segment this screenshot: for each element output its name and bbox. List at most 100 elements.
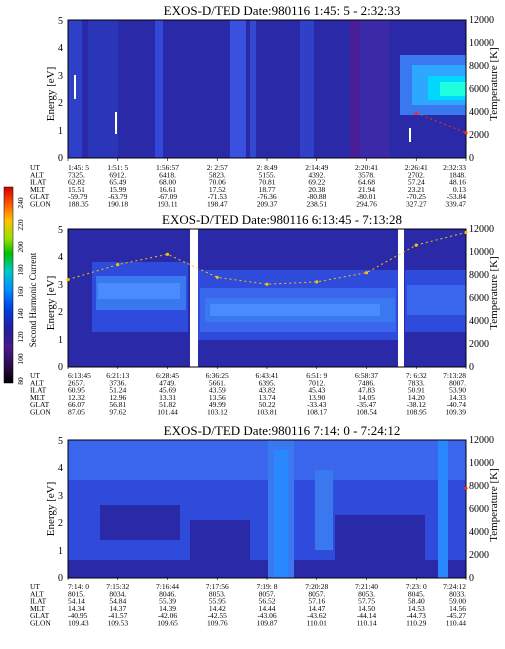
table-row-label: GLON (30, 200, 51, 209)
temperature-tick: 12000 (469, 224, 494, 235)
temperature-point (364, 271, 369, 275)
table-cell: -44.73 (407, 611, 427, 620)
table-cell: -71.53 (208, 192, 228, 201)
colorbar-tick: 220 (16, 219, 25, 231)
temperature-point (414, 243, 418, 247)
table-cell: 43.59 (209, 386, 226, 395)
table-cell: 3736. (109, 378, 126, 387)
table-cell: 8053. (358, 589, 375, 598)
temperature-tick: 6000 (469, 504, 489, 515)
temperature-tick: 4000 (469, 107, 489, 118)
table-cell: 1:45: 5 (68, 163, 89, 172)
temperature-tick: 0 (469, 362, 474, 373)
energy-tick: 0 (58, 573, 63, 584)
table-cell: 14.53 (408, 604, 425, 613)
panel-3-title: EXOS-D/TED Date:980116 7:14: 0 - 7:24:12 (164, 423, 401, 438)
table-cell: 7: 6:32 (406, 371, 427, 380)
energy-tick: 5 (58, 225, 63, 236)
table-cell: 5823. (209, 170, 226, 179)
table-cell: 56.81 (109, 400, 126, 409)
colorbar: 240 220 200 180 160 140 120 100 80 Secon… (3, 186, 38, 385)
colorbar-tick: 240 (16, 197, 25, 209)
table-cell: 43.82 (259, 386, 276, 395)
temperature-tick: 6000 (469, 84, 489, 95)
table-cell: -59.79 (68, 192, 88, 201)
panel-2-temperature-ticks: 0 2000 4000 6000 8000 10000 12000 (469, 224, 494, 373)
panel-1-energy-label: Energy [eV] (45, 67, 57, 121)
temperature-tick: 8000 (469, 270, 489, 281)
table-cell: 6:43:41 (256, 371, 279, 380)
table-cell: 109.39 (445, 408, 466, 417)
table-cell: 2: 8:49 (256, 163, 277, 172)
table-cell: 15.51 (68, 185, 85, 194)
table-cell: 55.39 (159, 597, 176, 606)
table-cell: 8053. (209, 589, 226, 598)
panel-1-energy-ticks: 0 1 2 3 4 5 (58, 16, 63, 164)
panel-1-title: EXOS-D/TED Date:980116 1:45: 5 - 2:32:33 (164, 3, 401, 18)
table-cell: 14.42 (209, 604, 226, 613)
table-cell: 108.95 (406, 408, 427, 417)
table-cell: 198.47 (207, 200, 228, 209)
table-cell: 14.33 (449, 393, 466, 402)
table-cell: 14.34 (68, 604, 85, 613)
table-cell: 5661. (209, 378, 226, 387)
table-cell: 109.43 (68, 619, 89, 628)
table-cell: 7:14: 0 (68, 582, 89, 591)
table-cell: 7:15:32 (106, 582, 129, 591)
colorbar-tick: 100 (16, 353, 25, 365)
table-cell: 2:26:41 (405, 163, 428, 172)
table-cell: 339.47 (445, 200, 466, 209)
table-cell: 6912. (109, 170, 126, 179)
table-cell: 0.13 (453, 185, 466, 194)
table-cell: 62.82 (68, 178, 85, 187)
panel-2-temperature-label: Temperature [K] (488, 256, 500, 329)
table-cell: 87.05 (68, 408, 85, 417)
table-cell: -67.09 (158, 192, 178, 201)
temperature-tick: 10000 (469, 247, 494, 258)
table-cell: 20.38 (308, 185, 325, 194)
temperature-tick: 10000 (469, 458, 494, 469)
table-row-label: ALT (30, 378, 44, 387)
table-cell: 16.61 (159, 185, 176, 194)
table-cell: -41.57 (108, 611, 128, 620)
energy-tick: 2 (58, 307, 63, 318)
table-cell: 14.37 (109, 604, 126, 613)
energy-tick: 0 (58, 153, 63, 164)
table-cell: 57.24 (408, 178, 425, 187)
table-cell: 110.44 (446, 619, 467, 628)
table-row-label: MLT (30, 185, 46, 194)
table-row-label: UT (30, 582, 40, 591)
table-cell: 60.95 (68, 386, 85, 395)
temperature-point (315, 280, 319, 284)
table-cell: 8015. (68, 589, 85, 598)
table-cell: -38.12 (407, 400, 427, 409)
table-row-label: MLT (30, 604, 46, 613)
table-cell: 14.50 (358, 604, 375, 613)
table-cell: 6:21:13 (106, 371, 129, 380)
temperature-tick: 10000 (469, 38, 494, 49)
table-cell: 7:16:44 (156, 582, 179, 591)
table-cell: -76.36 (257, 192, 277, 201)
temperature-tick: 4000 (469, 527, 489, 538)
table-cell: 53.90 (449, 386, 466, 395)
table-cell: 6:28:45 (156, 371, 179, 380)
energy-tick: 1 (58, 126, 63, 137)
table-cell: 6:13:45 (68, 371, 91, 380)
table-cell: 8057. (259, 589, 276, 598)
table-cell: 2702. (408, 170, 425, 179)
table-cell: 58.40 (408, 597, 425, 606)
table-cell: 7:23: 0 (406, 582, 427, 591)
colorbar-tick: 140 (16, 308, 25, 320)
colorbar-tick: 120 (16, 331, 25, 343)
table-cell: 327.27 (406, 200, 427, 209)
table-cell: 190.18 (107, 200, 128, 209)
energy-tick: 2 (58, 518, 63, 529)
table-cell: -53.84 (447, 192, 467, 201)
table-cell: 14.39 (159, 604, 176, 613)
energy-tick: 1 (58, 335, 63, 346)
table-cell: 2:14:49 (305, 163, 328, 172)
table-row-label: GLAT (30, 611, 50, 620)
panel-1-spectrogram (67, 19, 467, 159)
table-cell: 7:24:12 (443, 582, 466, 591)
